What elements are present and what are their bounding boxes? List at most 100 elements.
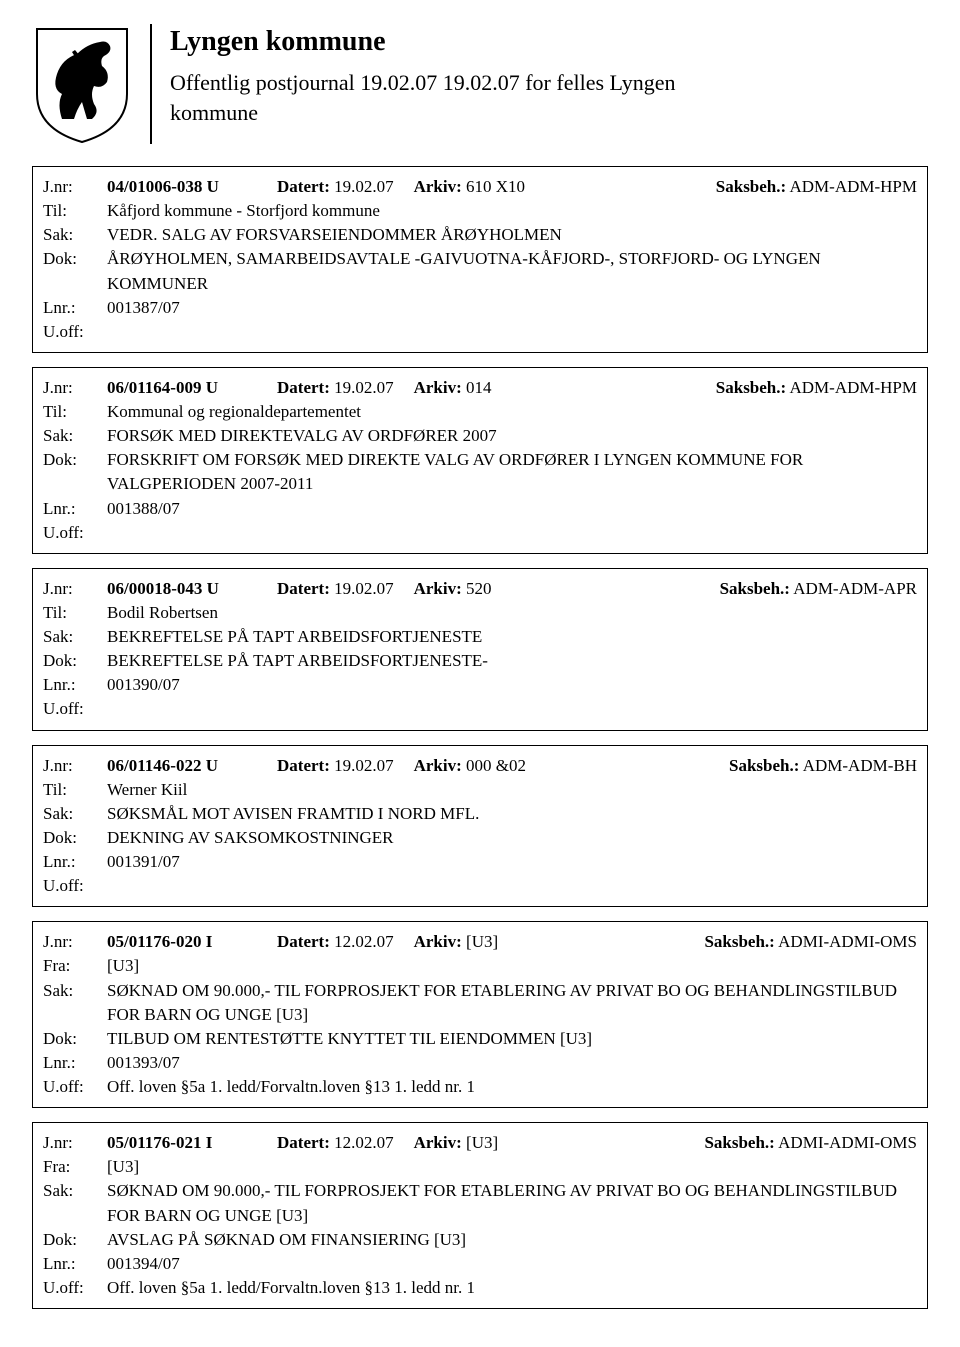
party-label: Til: <box>43 601 107 625</box>
entry-dok-row: Dok: AVSLAG PÅ SØKNAD OM FINANSIERING [U… <box>43 1228 917 1252</box>
lnr-label: Lnr.: <box>43 850 107 874</box>
arkiv-value: [U3] <box>466 1133 498 1152</box>
datert-value: 19.02.07 <box>334 579 394 598</box>
jnr-label: J.nr: <box>43 376 107 400</box>
sak-label: Sak: <box>43 802 107 826</box>
party-label: Fra: <box>43 1155 107 1179</box>
lnr-value: 001387/07 <box>107 296 917 320</box>
entry-sak-row: Sak: BEKREFTELSE PÅ TAPT ARBEIDSFORTJENE… <box>43 625 917 649</box>
datert-group: Datert: 19.02.07 <box>277 175 394 199</box>
uoff-label: U.off: <box>43 1075 107 1099</box>
journal-entry: J.nr: 06/01146-022 U Datert: 19.02.07 Ar… <box>32 745 928 908</box>
jnr-value: 05/01176-020 I <box>107 930 257 954</box>
party-value: Kåfjord kommune - Storfjord kommune <box>107 199 917 223</box>
saksbeh-label: Saksbeh.: <box>720 579 790 598</box>
arkiv-value: 014 <box>466 378 492 397</box>
dok-value: TILBUD OM RENTESTØTTE KNYTTET TIL EIENDO… <box>107 1027 917 1051</box>
entry-topline: J.nr: 06/00018-043 U Datert: 19.02.07 Ar… <box>43 577 917 601</box>
entry-party-row: Til: Kåfjord kommune - Storfjord kommune <box>43 199 917 223</box>
dok-value: BEKREFTELSE PÅ TAPT ARBEIDSFORTJENESTE- <box>107 649 917 673</box>
saksbeh-group: Saksbeh.: ADMI-ADMI-OMS <box>704 930 917 954</box>
sak-label: Sak: <box>43 979 107 1003</box>
datert-value: 19.02.07 <box>334 177 394 196</box>
entry-topline-values: 04/01006-038 U Datert: 19.02.07 Arkiv: 6… <box>107 175 917 199</box>
entry-party-row: Til: Werner Kiil <box>43 778 917 802</box>
arkiv-value: 520 <box>466 579 492 598</box>
lnr-label: Lnr.: <box>43 296 107 320</box>
entry-uoff-row: U.off: <box>43 697 917 721</box>
uoff-label: U.off: <box>43 521 107 545</box>
datert-group: Datert: 19.02.07 <box>277 577 394 601</box>
datert-group: Datert: 19.02.07 <box>277 754 394 778</box>
entry-uoff-row: U.off: <box>43 320 917 344</box>
arkiv-group: Arkiv: 014 <box>414 376 492 400</box>
saksbeh-group: Saksbeh.: ADM-ADM-APR <box>720 577 917 601</box>
datert-label: Datert: <box>277 756 330 775</box>
sak-label: Sak: <box>43 424 107 448</box>
party-value: Werner Kiil <box>107 778 917 802</box>
arkiv-value: 000 &02 <box>466 756 526 775</box>
party-value: Kommunal og regionaldepartementet <box>107 400 917 424</box>
arkiv-label: Arkiv: <box>414 579 462 598</box>
arkiv-group: Arkiv: 610 X10 <box>414 175 525 199</box>
entry-topline: J.nr: 05/01176-020 I Datert: 12.02.07 Ar… <box>43 930 917 954</box>
lnr-label: Lnr.: <box>43 497 107 521</box>
party-value: [U3] <box>107 954 917 978</box>
dok-label: Dok: <box>43 1228 107 1252</box>
entry-party-row: Fra: [U3] <box>43 1155 917 1179</box>
arkiv-label: Arkiv: <box>414 756 462 775</box>
sak-value: SØKNAD OM 90.000,- TIL FORPROSJEKT FOR E… <box>107 1179 917 1227</box>
page-header: Lyngen kommune Offentlig postjournal 19.… <box>32 24 928 144</box>
datert-value: 19.02.07 <box>334 378 394 397</box>
arkiv-value: 610 X10 <box>466 177 525 196</box>
datert-group: Datert: 19.02.07 <box>277 376 394 400</box>
sak-value: VEDR. SALG AV FORSVARSEIENDOMMER ÅRØYHOL… <box>107 223 917 247</box>
dok-label: Dok: <box>43 247 107 271</box>
entry-uoff-row: U.off: Off. loven §5a 1. ledd/Forvaltn.l… <box>43 1276 917 1300</box>
journal-entry: J.nr: 06/01164-009 U Datert: 19.02.07 Ar… <box>32 367 928 554</box>
datert-value: 19.02.07 <box>334 756 394 775</box>
entry-topline: J.nr: 06/01164-009 U Datert: 19.02.07 Ar… <box>43 376 917 400</box>
entries-container: J.nr: 04/01006-038 U Datert: 19.02.07 Ar… <box>32 166 928 1309</box>
arkiv-group: Arkiv: 000 &02 <box>414 754 526 778</box>
saksbeh-value: ADM-ADM-BH <box>803 756 917 775</box>
datert-group: Datert: 12.02.07 <box>277 1131 394 1155</box>
saksbeh-group: Saksbeh.: ADM-ADM-HPM <box>716 175 917 199</box>
lnr-value: 001391/07 <box>107 850 917 874</box>
jnr-label: J.nr: <box>43 175 107 199</box>
uoff-value: Off. loven §5a 1. ledd/Forvaltn.loven §1… <box>107 1075 917 1099</box>
entry-topline: J.nr: 04/01006-038 U Datert: 19.02.07 Ar… <box>43 175 917 199</box>
entry-sak-row: Sak: SØKNAD OM 90.000,- TIL FORPROSJEKT … <box>43 979 917 1027</box>
saksbeh-group: Saksbeh.: ADM-ADM-HPM <box>716 376 917 400</box>
party-value: Bodil Robertsen <box>107 601 917 625</box>
dok-value: FORSKRIFT OM FORSØK MED DIREKTE VALG AV … <box>107 448 917 496</box>
entry-lnr-row: Lnr.: 001394/07 <box>43 1252 917 1276</box>
entry-topline-values: 05/01176-021 I Datert: 12.02.07 Arkiv: [… <box>107 1131 917 1155</box>
lnr-value: 001393/07 <box>107 1051 917 1075</box>
saksbeh-value: ADM-ADM-HPM <box>789 177 917 196</box>
sak-value: BEKREFTELSE PÅ TAPT ARBEIDSFORTJENESTE <box>107 625 917 649</box>
saksbeh-value: ADMI-ADMI-OMS <box>778 932 917 951</box>
lnr-label: Lnr.: <box>43 673 107 697</box>
dok-value: DEKNING AV SAKSOMKOSTNINGER <box>107 826 917 850</box>
party-label: Til: <box>43 400 107 424</box>
saksbeh-label: Saksbeh.: <box>704 1133 774 1152</box>
saksbeh-label: Saksbeh.: <box>704 932 774 951</box>
dok-label: Dok: <box>43 448 107 472</box>
header-text: Lyngen kommune Offentlig postjournal 19.… <box>170 24 710 127</box>
saksbeh-label: Saksbeh.: <box>716 378 786 397</box>
sak-value: SØKSMÅL MOT AVISEN FRAMTID I NORD MFL. <box>107 802 917 826</box>
dok-label: Dok: <box>43 649 107 673</box>
page-title: Lyngen kommune <box>170 26 710 58</box>
sak-label: Sak: <box>43 625 107 649</box>
party-label: Til: <box>43 778 107 802</box>
uoff-label: U.off: <box>43 320 107 344</box>
arkiv-value: [U3] <box>466 932 498 951</box>
journal-entry: J.nr: 06/00018-043 U Datert: 19.02.07 Ar… <box>32 568 928 731</box>
saksbeh-group: Saksbeh.: ADMI-ADMI-OMS <box>704 1131 917 1155</box>
saksbeh-value: ADM-ADM-HPM <box>789 378 917 397</box>
datert-label: Datert: <box>277 378 330 397</box>
crest-icon <box>32 24 132 144</box>
uoff-label: U.off: <box>43 1276 107 1300</box>
arkiv-label: Arkiv: <box>414 932 462 951</box>
